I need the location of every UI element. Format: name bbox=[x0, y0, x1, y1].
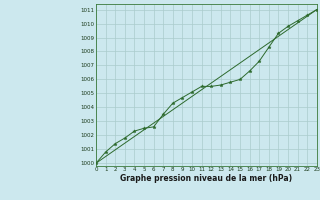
X-axis label: Graphe pression niveau de la mer (hPa): Graphe pression niveau de la mer (hPa) bbox=[120, 174, 292, 183]
